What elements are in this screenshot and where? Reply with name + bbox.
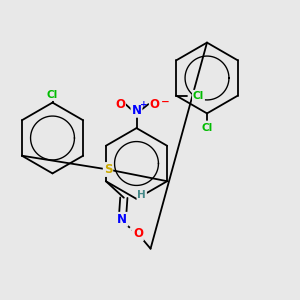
Text: Cl: Cl — [47, 90, 58, 100]
Text: +: + — [140, 100, 148, 109]
Text: S: S — [104, 163, 112, 176]
Text: H: H — [137, 190, 146, 200]
Text: N: N — [131, 103, 142, 117]
Text: −: − — [161, 97, 170, 107]
Text: Cl: Cl — [201, 123, 213, 133]
Text: O: O — [115, 98, 125, 111]
Text: Cl: Cl — [193, 91, 204, 101]
Text: N: N — [117, 213, 127, 226]
Text: O: O — [149, 98, 160, 111]
Text: O: O — [133, 227, 143, 240]
